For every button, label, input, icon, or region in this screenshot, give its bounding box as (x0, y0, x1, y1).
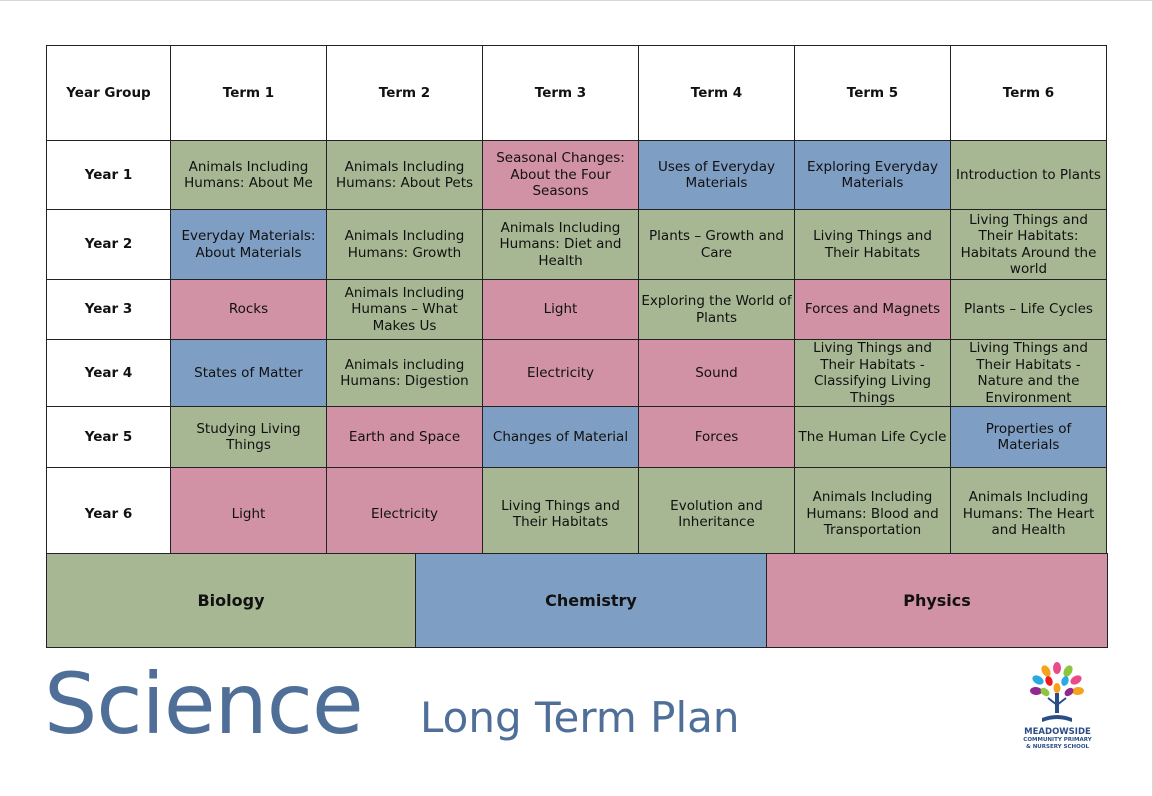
topic-cell: Living Things and Their Habitats - Class… (794, 339, 951, 407)
table-row: Year 1 Animals Including Humans: About Me… (46, 140, 1107, 210)
topic-cell: Living Things and Their Habitats: Habita… (950, 209, 1107, 280)
topic-cell: Electricity (326, 467, 483, 561)
topic-cell: Exploring the World of Plants (638, 279, 795, 340)
table-row: Year 5 Studying Living Things Earth and Sp… (46, 406, 1107, 468)
topic-cell: Seasonal Changes: About the Four Seasons (482, 140, 639, 210)
topic-cell: Studying Living Things (170, 406, 327, 468)
topic-cell: Light (482, 279, 639, 340)
topic-cell: Evolution and Inheritance (638, 467, 795, 561)
header-term-3: Term 3 (482, 45, 639, 141)
table-row: Year 2 Everyday Materials: About Material… (46, 209, 1107, 280)
header-term-4: Term 4 (638, 45, 795, 141)
page-title: Science (44, 655, 364, 753)
topic-cell: Exploring Everyday Materials (794, 140, 951, 210)
topic-cell: Uses of Everyday Materials (638, 140, 795, 210)
topic-cell: Living Things and Their Habitats - Natur… (950, 339, 1107, 407)
topic-cell: Animals Including Humans: Diet and Healt… (482, 209, 639, 280)
page-subtitle: Long Term Plan (420, 693, 740, 742)
header-term-6: Term 6 (950, 45, 1107, 141)
table-row: Year 4 States of Matter Animals including … (46, 339, 1107, 407)
topic-cell: Forces and Magnets (794, 279, 951, 340)
year-label: Year 5 (46, 406, 171, 468)
topic-cell: Animals Including Humans: The Heart and … (950, 467, 1107, 561)
topic-cell: Changes of Material (482, 406, 639, 468)
topic-cell: Animals Including Humans: About Me (170, 140, 327, 210)
topic-cell: Animals including Humans: Digestion (326, 339, 483, 407)
topic-cell: Forces (638, 406, 795, 468)
year-label: Year 1 (46, 140, 171, 210)
legend-physics: Physics (767, 553, 1108, 648)
topic-cell: Rocks (170, 279, 327, 340)
school-subtitle: COMMUNITY PRIMARY & NURSERY SCHOOL (1000, 737, 1115, 751)
topic-cell: Living Things and Their Habitats (482, 467, 639, 561)
topic-cell: Everyday Materials: About Materials (170, 209, 327, 280)
year-label: Year 3 (46, 279, 171, 340)
school-subtitle-line-1: COMMUNITY PRIMARY (1023, 737, 1092, 743)
school-name: MEADOWSIDE (1024, 727, 1091, 737)
year-label: Year 2 (46, 209, 171, 280)
topic-cell: The Human Life Cycle (794, 406, 951, 468)
table-row: Year 6 Light Electricity Living Things and … (46, 467, 1107, 561)
topic-cell: Animals Including Humans: Growth (326, 209, 483, 280)
topic-cell: States of Matter (170, 339, 327, 407)
topic-cell: Introduction to Plants (950, 140, 1107, 210)
legend-chemistry: Chemistry (416, 553, 767, 648)
topic-cell: Electricity (482, 339, 639, 407)
topic-cell: Living Things and Their Habitats (794, 209, 951, 280)
topic-cell: Sound (638, 339, 795, 407)
topic-cell: Plants – Growth and Care (638, 209, 795, 280)
school-subtitle-line-2: & NURSERY SCHOOL (1025, 744, 1090, 750)
topic-cell: Animals Including Humans – What Makes Us (326, 279, 483, 340)
header-term-1: Term 1 (170, 45, 327, 141)
year-label: Year 4 (46, 339, 171, 407)
subject-legend: Biology Chemistry Physics (46, 553, 1108, 648)
topic-cell: Earth and Space (326, 406, 483, 468)
table-row: Year 3 Rocks Animals Including Humans – Wh… (46, 279, 1107, 340)
header-term-5: Term 5 (794, 45, 951, 141)
header-row: Year Group Term 1 Term 2 Term 3 Term 4 T… (46, 45, 1107, 141)
topic-cell: Light (170, 467, 327, 561)
topic-cell: Animals Including Humans: Blood and Tran… (794, 467, 951, 561)
school-tree-logo-icon (1030, 662, 1084, 722)
topic-cell: Properties of Materials (950, 406, 1107, 468)
topic-cell: Animals Including Humans: About Pets (326, 140, 483, 210)
header-year-group: Year Group (46, 45, 171, 141)
topic-cell: Plants – Life Cycles (950, 279, 1107, 340)
year-label: Year 6 (46, 467, 171, 561)
legend-biology: Biology (46, 553, 416, 648)
long-term-plan-table: Year Group Term 1 Term 2 Term 3 Term 4 T… (46, 45, 1107, 561)
header-term-2: Term 2 (326, 45, 483, 141)
